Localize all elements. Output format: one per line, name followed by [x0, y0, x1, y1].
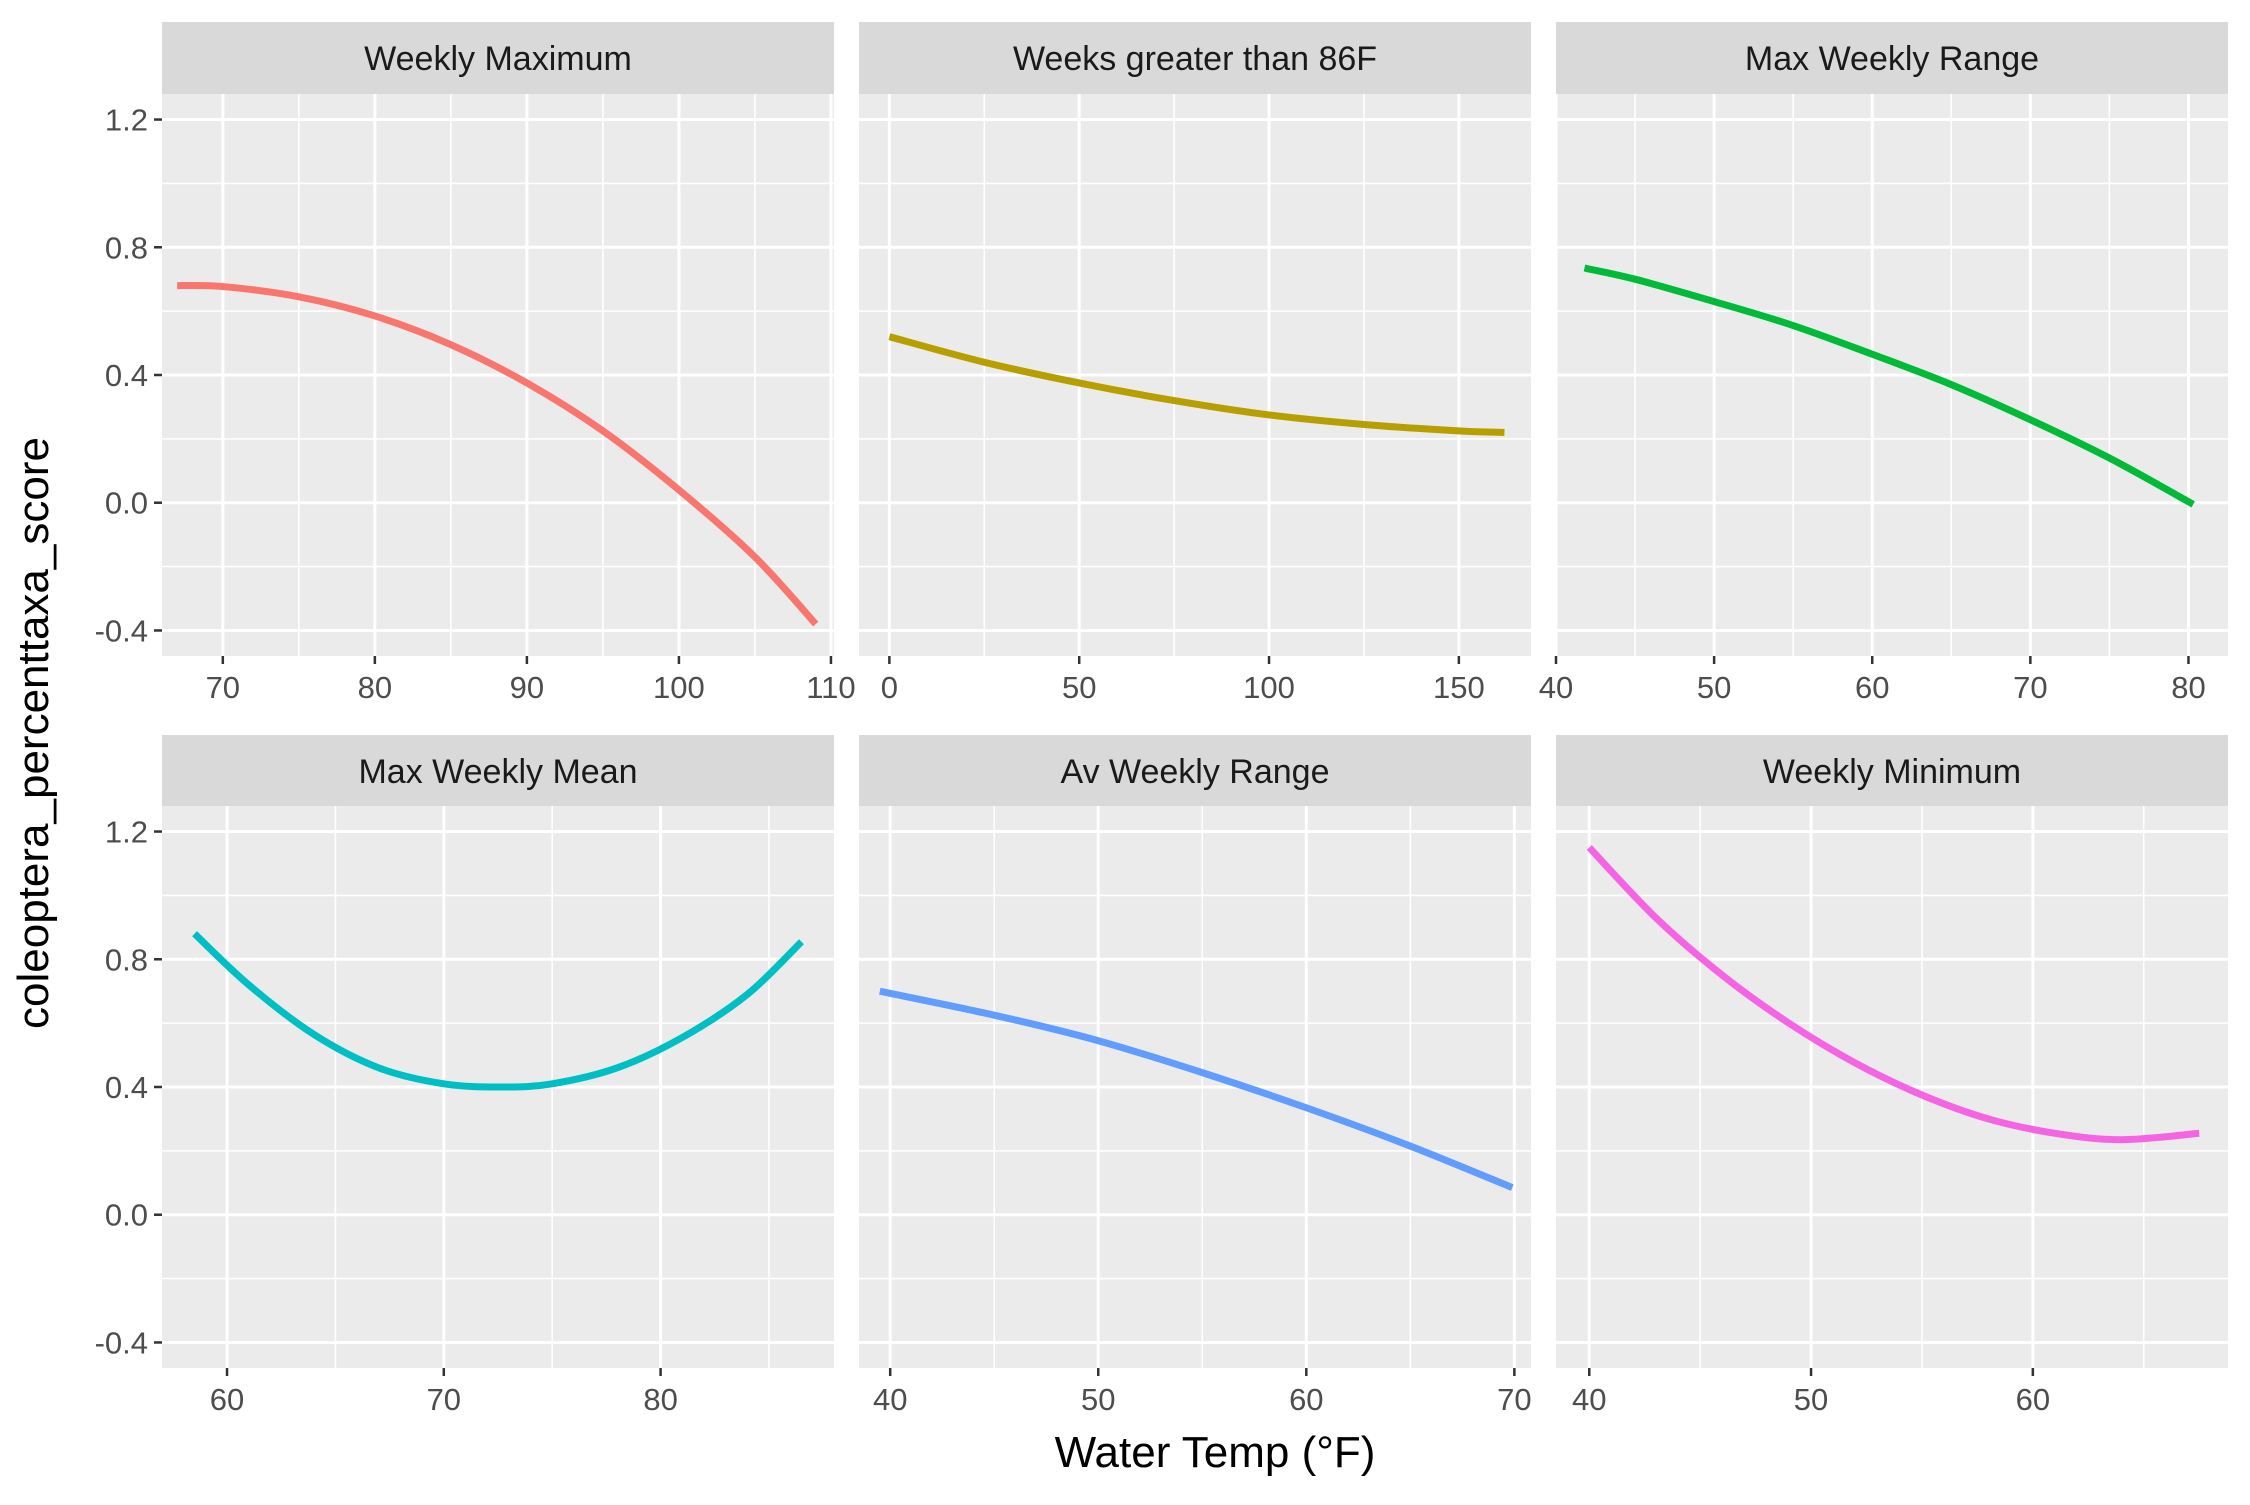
x-tick-label: 70: [427, 1382, 461, 1417]
facet-panel: Max Weekly Range 40 50 60 70 80: [1539, 22, 2228, 705]
x-tick-label: 50: [1697, 670, 1731, 705]
x-tick-label: 60: [2016, 1382, 2050, 1417]
facet-strip: [162, 22, 834, 94]
series-line: [1586, 845, 2200, 1144]
x-tick-label: 100: [1243, 670, 1295, 705]
facet-panel: Weeks greater than 86F 0 50 100 150: [859, 22, 1531, 705]
y-tick-label: 0.0: [105, 1198, 148, 1233]
facet-panel: Weekly Minimum 40 50 60: [1556, 735, 2228, 1417]
series-line: [177, 281, 819, 627]
y-tick-label: -0.4: [95, 613, 148, 648]
facet-title: Weekly Maximum: [364, 40, 632, 78]
y-tick-label: 0.0: [105, 486, 148, 521]
x-tick-label: 50: [1062, 670, 1096, 705]
x-tick-label: 60: [1855, 670, 1889, 705]
x-tick-label: 100: [653, 670, 705, 705]
x-tick-label: 70: [206, 670, 240, 705]
facet-panel: Av Weekly Range 40 50 60 70: [859, 735, 1532, 1417]
x-tick-label: 80: [643, 1382, 677, 1417]
y-tick-label: -0.4: [95, 1325, 148, 1360]
facet-strip: [859, 22, 1531, 94]
y-axis-title: coleoptera_percenttaxa_score: [9, 437, 58, 1029]
x-tick-label: 110: [806, 670, 855, 705]
facet-strip: [1556, 735, 2228, 807]
x-tick-label: 40: [873, 1382, 907, 1417]
x-tick-label: 60: [1289, 1382, 1323, 1417]
x-tick-label: 40: [1572, 1382, 1606, 1417]
facet-panel: Max Weekly Mean -0.4 0.0 0.4 0.8 1.2 60 70 80: [95, 735, 834, 1417]
series-line: [879, 987, 1514, 1191]
facet-strip: [859, 735, 1531, 807]
y-tick-label: 1.2: [105, 103, 148, 138]
x-tick-label: 0: [881, 670, 898, 705]
panels-layer: Weekly Maximum -0.4 0.0 0.4 0.8 1.2 70 80 90 100 1…: [95, 22, 2228, 1417]
facet-title: Av Weekly Range: [1061, 753, 1330, 791]
y-tick-label: 0.8: [105, 230, 148, 265]
x-axis-title: Water Temp (°F): [1055, 1428, 1376, 1477]
series-line: [888, 333, 1505, 436]
series-line: [1583, 264, 2195, 508]
x-tick-label: 80: [358, 670, 392, 705]
facet-title: Weekly Minimum: [1763, 753, 2021, 791]
facet-title: Weeks greater than 86F: [1013, 40, 1377, 78]
facet-panel: Weekly Maximum -0.4 0.0 0.4 0.8 1.2 70 80 90 100 1…: [95, 22, 856, 705]
x-tick-label: 70: [2013, 670, 2047, 705]
x-tick-label: 60: [210, 1382, 244, 1417]
facet-title: Max Weekly Mean: [358, 753, 637, 791]
x-tick-label: 40: [1539, 670, 1573, 705]
x-tick-label: 70: [1497, 1382, 1531, 1417]
x-tick-label: 90: [510, 670, 544, 705]
facet-strip: [1556, 22, 2228, 94]
facet-title: Max Weekly Range: [1745, 40, 2039, 78]
facet-strip: [162, 735, 834, 807]
x-tick-label: 50: [1794, 1382, 1828, 1417]
y-tick-label: 0.8: [105, 942, 148, 977]
y-tick-label: 1.2: [105, 815, 148, 850]
y-tick-label: 0.4: [105, 1070, 148, 1105]
x-tick-label: 80: [2171, 670, 2205, 705]
x-tick-label: 50: [1081, 1382, 1115, 1417]
x-tick-label: 150: [1433, 670, 1485, 705]
series-line: [192, 931, 804, 1091]
y-tick-label: 0.4: [105, 358, 148, 393]
